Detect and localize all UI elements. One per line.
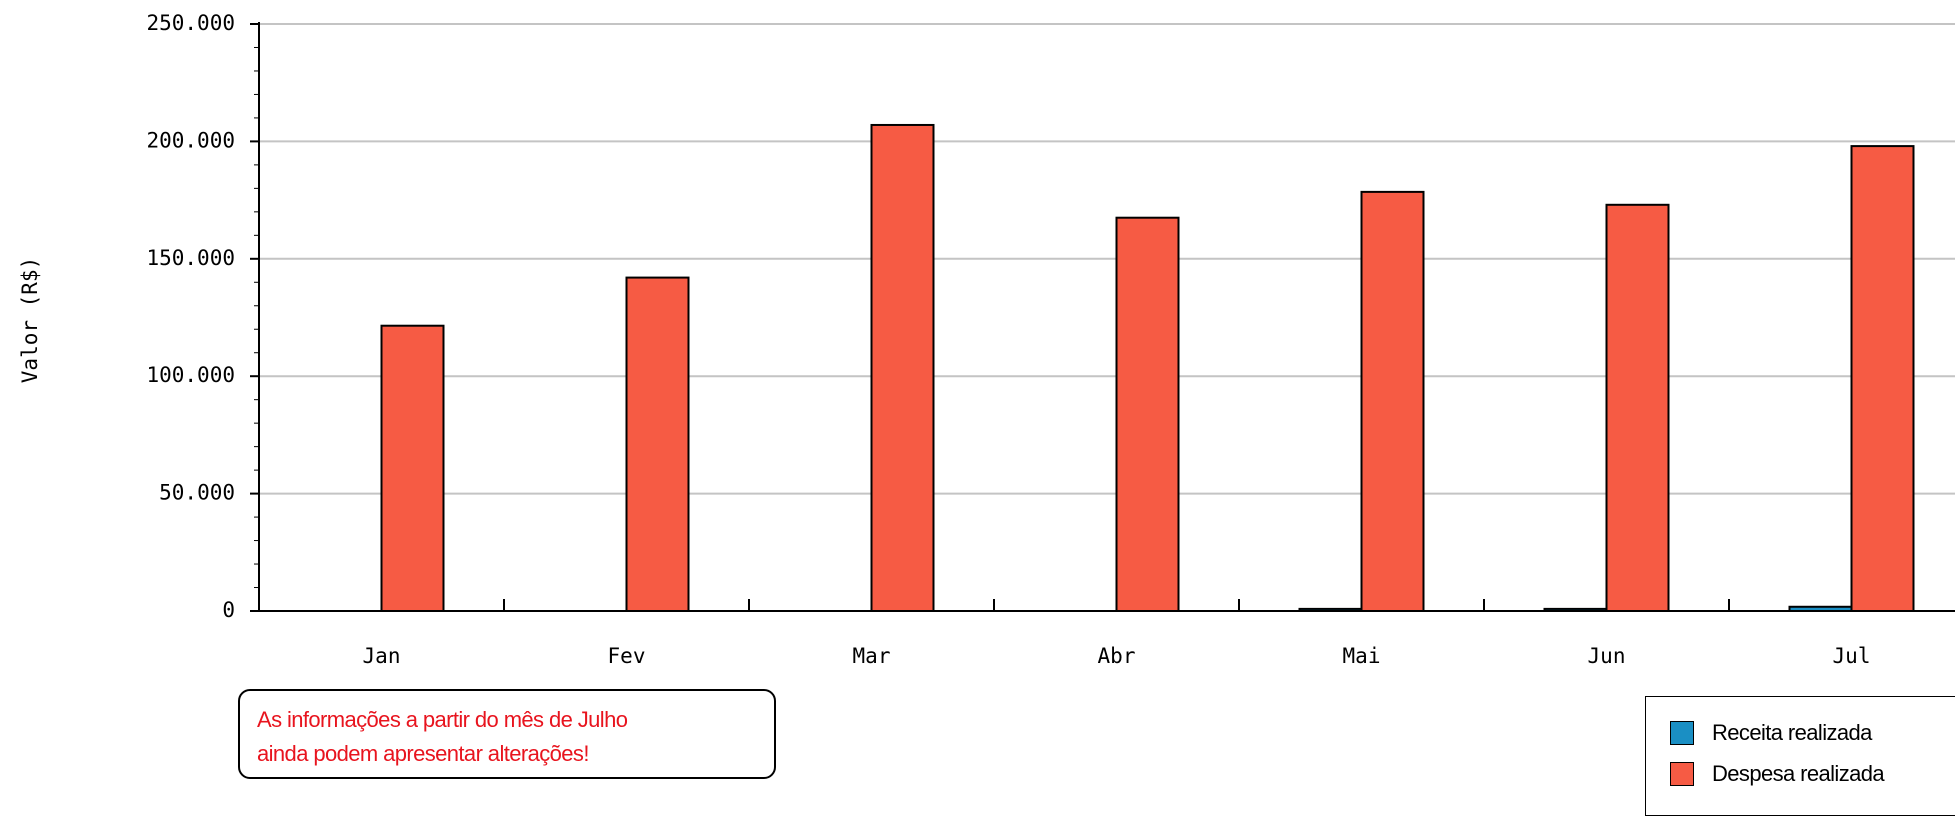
y-tick-label: 150.000: [146, 246, 235, 270]
bar-despesa: [1115, 216, 1180, 613]
bar-despesa: [1605, 203, 1670, 613]
x-tick-label: Abr: [1098, 644, 1136, 668]
tick-labels: 0 50.000 100.000 150.000 200.000 250.000 Jan Fe…: [146, 11, 1870, 668]
bar-despesa: [380, 324, 445, 612]
legend-item-despesa: Despesa realizada: [1670, 753, 1955, 794]
bar-despesa: [1850, 145, 1915, 612]
y-axis-title: Valor (R$): [18, 257, 42, 383]
legend-label-receita: Receita realizada: [1712, 719, 1872, 745]
legend-swatch-despesa: [1670, 761, 1694, 786]
y-tick-label: 250.000: [146, 11, 235, 35]
legend: Receita realizada Despesa realizada: [1645, 696, 1955, 816]
y-tick-label: 100.000: [146, 363, 235, 387]
bar-despesa: [625, 276, 690, 612]
x-tick-label: Jul: [1833, 644, 1871, 668]
y-tick-label: 50.000: [159, 481, 235, 505]
legend-item-receita: Receita realizada: [1670, 712, 1955, 753]
note-line-2: ainda podem apresentar alterações!: [257, 741, 589, 766]
bar-despesa: [870, 123, 935, 613]
data-note: As informações a partir do mês de Julho …: [238, 689, 776, 779]
axes: [250, 22, 1955, 612]
legend-swatch-receita: [1670, 720, 1694, 745]
y-tick-label: 0: [222, 598, 235, 622]
note-line-1: As informações a partir do mês de Julho: [257, 707, 628, 732]
bars: [380, 123, 1915, 613]
bar-despesa: [1360, 190, 1425, 613]
y-tick-label: 200.000: [146, 128, 235, 152]
x-tick-label: Mai: [1343, 644, 1381, 668]
legend-label-despesa: Despesa realizada: [1712, 760, 1885, 786]
grid-lines: [259, 23, 1955, 495]
x-tick-label: Fev: [608, 644, 646, 668]
x-tick-label: Jan: [363, 644, 401, 668]
x-tick-label: Mar: [853, 644, 891, 668]
x-tick-label: Jun: [1588, 644, 1626, 668]
